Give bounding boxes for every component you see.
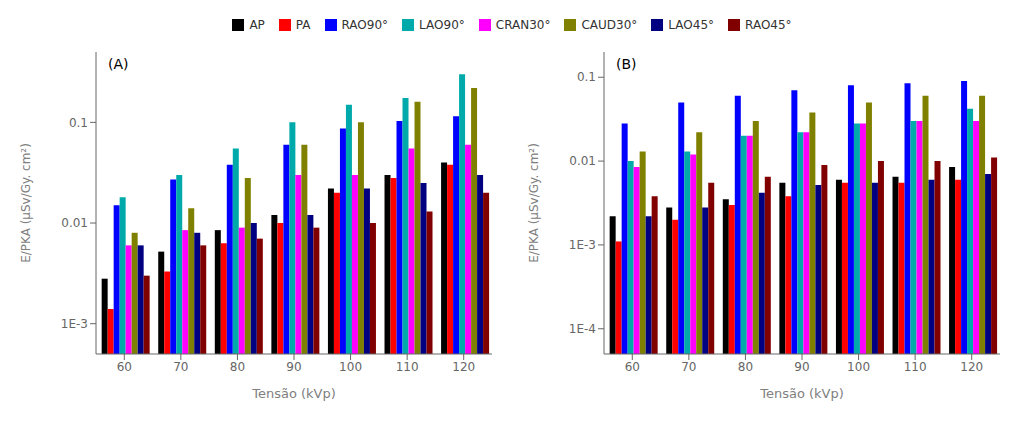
svg-text:90: 90 [286,360,301,374]
html-text:CAUD30°: CAUD30° [581,18,638,32]
html-text:LAO45°: LAO45° [668,18,714,32]
html-text:(A): (A) [108,56,129,72]
svg-text:70: 70 [173,360,188,374]
svg-text:70: 70 [681,360,696,374]
svg-text:Tensão (kVp): Tensão (kVp) [759,386,844,401]
svg-text:1E-3: 1E-3 [569,238,596,252]
svg-text:100: 100 [847,360,870,374]
html-text:(B): (B) [616,56,637,72]
svg-text:120: 120 [452,360,475,374]
svg-text:80: 80 [738,360,753,374]
svg-text:0.1: 0.1 [577,70,596,84]
svg-text:80: 80 [230,360,245,374]
svg-text:0.1: 0.1 [69,116,88,130]
html-text:PA: PA [295,18,311,32]
svg-text:1E-3: 1E-3 [61,317,88,331]
svg-text:60: 60 [625,360,640,374]
html-text:LAO90°: LAO90° [419,18,465,32]
svg-text:60: 60 [117,360,132,374]
svg-text:110: 110 [904,360,927,374]
html-text:RAO45°: RAO45° [745,18,792,32]
html-text:CRAN30°: CRAN30° [495,18,551,32]
html-text:RAO90°: RAO90° [341,18,389,32]
svg-text:Tensão (kVp): Tensão (kVp) [251,386,336,401]
svg-text:E/PKA (μSv/Gy. cm²): E/PKA (μSv/Gy. cm²) [527,143,541,263]
svg-text:E/PKA (μSv/Gy. cm²): E/PKA (μSv/Gy. cm²) [19,143,33,263]
svg-text:110: 110 [396,360,419,374]
svg-text:120: 120 [960,360,983,374]
html-text:AP: AP [249,18,265,32]
svg-text:0.01: 0.01 [61,216,88,230]
svg-text:90: 90 [794,360,809,374]
svg-text:0.01: 0.01 [569,154,596,168]
svg-text:1E-4: 1E-4 [569,322,596,336]
svg-text:100: 100 [339,360,362,374]
